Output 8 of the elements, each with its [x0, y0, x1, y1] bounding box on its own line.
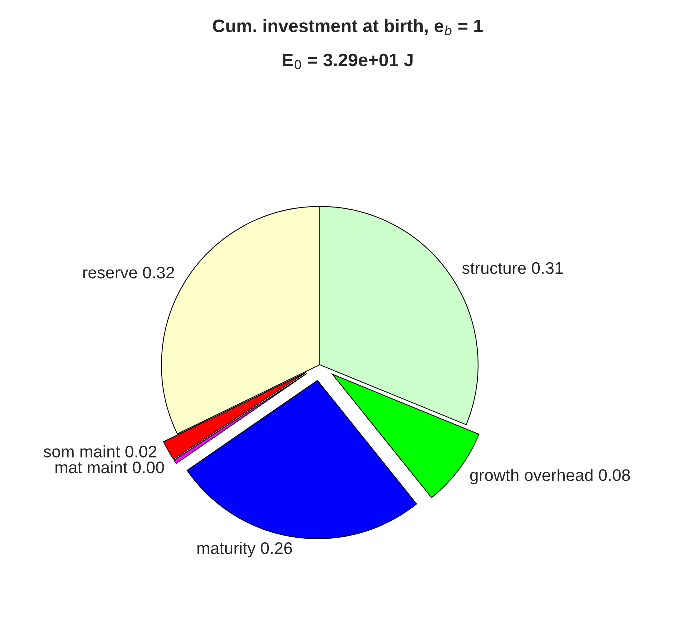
slice-label: mat maint 0.00: [56, 461, 164, 474]
slice-label: growth overhead 0.08: [470, 469, 630, 485]
slice-label: structure 0.31: [462, 262, 564, 274]
chart-title: Cum. investment at birth, e$_{b}$ = 1: [213, 19, 483, 36]
slice-label: reserve 0.32: [84, 266, 174, 279]
slice-label: maturity 0.26: [198, 542, 292, 558]
chart-subtitle: E$_{0}$ = 3.29e+01 J: [283, 54, 413, 70]
slice-label: som maint 0.02: [44, 446, 157, 458]
